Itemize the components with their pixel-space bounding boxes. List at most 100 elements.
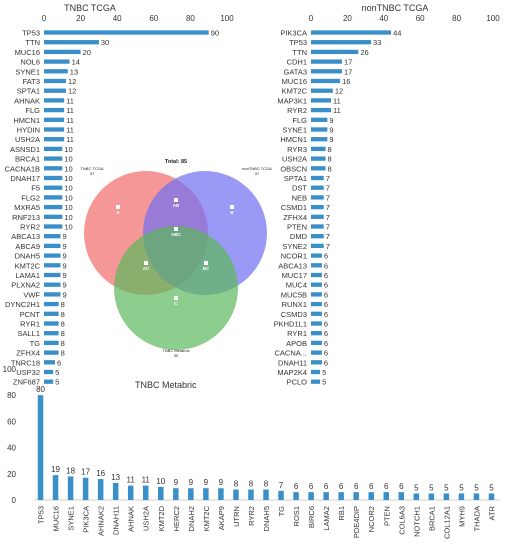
data-label: 9 [219,478,224,487]
data-label: 6 [57,358,61,367]
data-label: 9 [62,261,66,270]
venn-set-label: 37 [255,171,260,176]
category-label: RYR3 [287,145,307,154]
data-label: 6 [354,482,359,491]
bar [311,263,322,268]
data-label: 6 [399,482,404,491]
chart-tnbc-tcga: TNBC TCGA 0 20 40 60 80 100 TP53 90 TTN 30 MUC16 20… [5,3,235,387]
bar [44,234,61,239]
bar [44,204,63,210]
bar [97,479,104,500]
bar [311,146,326,152]
data-label: 6 [309,482,314,491]
data-label: 12 [68,87,76,96]
category-label: CDH1 [287,58,307,67]
venn-region-label: C [174,301,178,306]
data-label: 9 [62,271,66,280]
data-label: 9 [329,135,333,144]
bar [458,493,465,500]
category-label: PCLO [287,378,308,387]
data-label: 5 [322,378,326,387]
data-label: 7 [279,481,284,490]
x-tick-label: 0 [42,14,47,23]
y-tick-label: 20 [7,470,16,479]
bar [338,492,344,500]
bar [44,263,61,268]
data-label: 11 [333,96,341,105]
x-tick-label: 0 [309,14,314,23]
data-label: 7 [326,203,330,212]
category-label: PIK3CA [280,29,307,38]
bar [44,331,59,336]
bar [44,301,59,307]
data-label: 10 [64,223,72,232]
bar [44,253,61,258]
category-label: NCOR2 [367,506,376,532]
venn-set-count: 37 [90,171,95,176]
data-label: 7 [326,242,330,251]
category-label: TP53 [22,29,40,38]
data-label: 8 [264,480,269,489]
data-label: 6 [324,310,328,319]
bar [311,214,324,219]
category-label: BRCA1 [15,155,40,164]
chart-title-tnbc-tcga: TNBC TCGA [64,3,116,13]
bar [127,485,134,500]
category-label: NCOR1 [281,252,307,261]
data-label: 6 [384,482,389,491]
data-label: 19 [51,465,60,474]
bar [311,311,322,316]
bar [44,214,63,219]
category-label: PCNT [20,310,41,319]
category-label: DYNC2H1 [5,300,40,309]
venn-region-label: BC [203,266,210,271]
bar [311,340,322,346]
data-label: 9 [62,232,66,241]
bar [311,204,324,210]
x-tick-label: 40 [379,14,388,23]
category-label: HERC2 [172,506,181,531]
category-label: LAMA1 [15,271,40,280]
bar [44,292,61,297]
bar [44,243,61,249]
bar [233,489,239,500]
category-label: USH2A [15,135,40,144]
data-label: 10 [64,174,72,183]
category-label: OBSCN [280,164,307,173]
data-label: 20 [83,48,91,57]
bar [308,492,314,500]
bar [44,146,63,152]
chart-tnbc-metabric: TNBC Metabric 0 20 40 60 80 100 80 TP53 19 MUC16 1… [3,365,500,539]
data-label: 8 [61,339,65,348]
bar [44,311,59,316]
bar [44,98,65,103]
data-label: 6 [369,482,374,491]
bar [311,117,328,122]
category-label: MUC17 [282,271,307,280]
category-label: SPTA1 [284,174,307,183]
category-label: MAP3K1 [277,96,307,105]
data-label: 8 [61,349,65,358]
bar [311,253,322,258]
category-label: TNRC18 [11,358,40,367]
category-label: NOL6 [20,58,40,67]
venn-region-label: B [230,210,234,215]
bar [52,475,59,500]
category-label: F5 [31,184,40,193]
venn-region-marker [116,205,120,209]
data-label: 13 [70,67,78,76]
category-label: CACNA... [274,349,307,358]
category-label: PTEN [287,223,307,232]
x-tick-label: 60 [416,14,425,23]
bar [44,224,63,229]
data-label: 9 [329,116,333,125]
bar [311,107,332,113]
bar [383,492,390,500]
data-label: 90 [211,29,219,38]
data-label: 11 [66,116,74,125]
data-label: 12 [335,87,343,96]
bar [311,282,322,287]
category-label: DNAH5 [262,506,271,531]
bar [44,272,61,278]
category-label: RYR2 [287,106,307,115]
